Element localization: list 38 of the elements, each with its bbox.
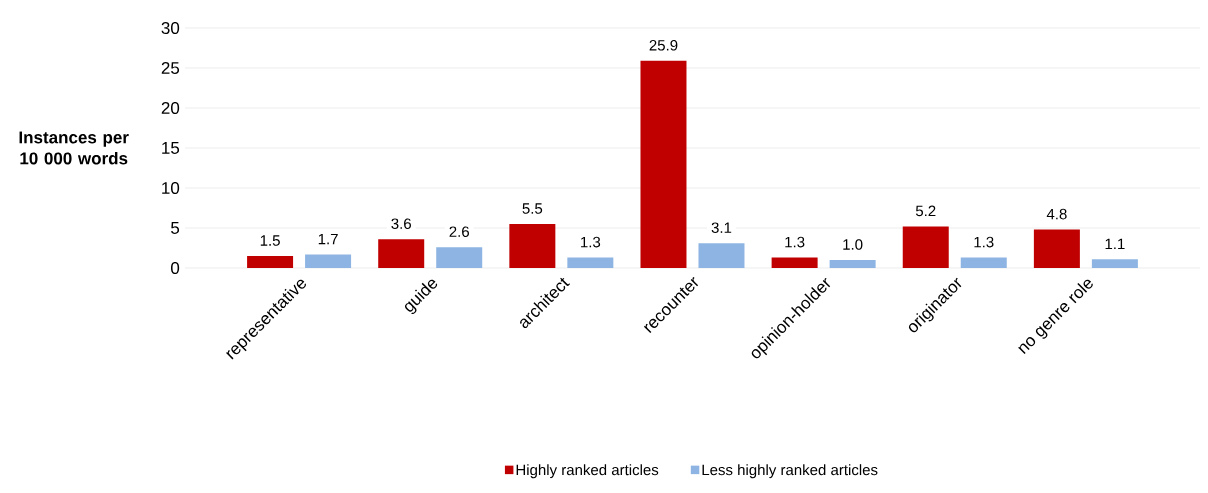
bar xyxy=(247,256,294,268)
y-tick-label: 10 xyxy=(162,181,180,195)
bar xyxy=(698,243,745,268)
bar xyxy=(640,60,687,268)
legend-label: Highly ranked articles xyxy=(516,464,659,479)
y-tick-label: 25 xyxy=(161,61,180,75)
y-axis-title: Instances per 10 000 words xyxy=(19,131,129,165)
data-label: 5.5 xyxy=(522,203,543,214)
data-label: 4.8 xyxy=(1046,208,1067,220)
y-tick-label: 0 xyxy=(171,261,180,275)
data-label: 25.9 xyxy=(649,39,678,51)
bar xyxy=(509,224,556,268)
bar xyxy=(436,247,483,268)
y-tick-label: 20 xyxy=(161,101,180,115)
data-label: 1.7 xyxy=(318,233,338,245)
bar xyxy=(567,257,614,268)
data-label: 2.6 xyxy=(449,226,469,237)
bar xyxy=(1091,259,1138,268)
bar xyxy=(305,254,352,268)
bar xyxy=(378,239,425,268)
data-label: 1.1 xyxy=(1105,238,1125,249)
data-label: 3.1 xyxy=(711,222,732,233)
data-label: 3.6 xyxy=(391,218,411,229)
data-label: 1.5 xyxy=(260,235,280,246)
data-label: 1.0 xyxy=(843,239,863,250)
legend-label: Less highly ranked articles xyxy=(702,464,878,479)
bar xyxy=(771,257,818,268)
data-label: 5.2 xyxy=(915,205,936,217)
bar xyxy=(902,226,949,268)
y-tick-label: 15 xyxy=(162,142,180,154)
bar xyxy=(1033,229,1080,268)
y-tick-label: 5 xyxy=(171,222,180,234)
data-label: 1.3 xyxy=(581,236,601,248)
bar xyxy=(829,260,876,268)
y-tick-label: 30 xyxy=(161,21,180,35)
data-label: 1.3 xyxy=(974,236,994,248)
bar xyxy=(960,257,1007,268)
data-label: 1.3 xyxy=(785,236,805,248)
